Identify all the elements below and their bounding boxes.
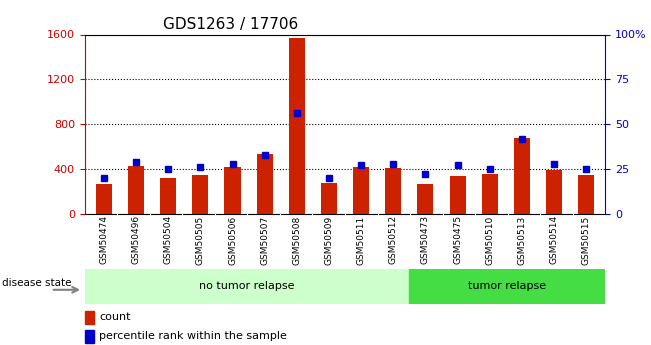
Bar — [160, 178, 176, 214]
Bar — [289, 38, 305, 214]
Text: count: count — [99, 312, 131, 322]
Bar — [546, 170, 562, 214]
Bar — [321, 183, 337, 214]
Text: GDS1263 / 17706: GDS1263 / 17706 — [163, 17, 298, 32]
Bar — [85, 269, 409, 304]
Bar — [385, 168, 401, 214]
Bar — [85, 311, 94, 324]
Text: tumor relapse: tumor relapse — [468, 282, 546, 291]
Bar — [96, 184, 112, 214]
Bar — [256, 155, 273, 214]
Bar — [409, 269, 605, 304]
Bar — [225, 167, 241, 214]
Bar — [417, 184, 434, 214]
Bar — [85, 330, 94, 343]
Bar — [482, 174, 498, 214]
Bar — [353, 167, 369, 214]
Text: no tumor relapse: no tumor relapse — [199, 282, 295, 291]
Bar — [514, 138, 530, 214]
Text: percentile rank within the sample: percentile rank within the sample — [99, 331, 287, 341]
Bar — [449, 176, 465, 214]
Bar — [192, 175, 208, 214]
Bar — [578, 175, 594, 214]
Text: disease state: disease state — [2, 278, 71, 288]
Bar — [128, 166, 144, 214]
